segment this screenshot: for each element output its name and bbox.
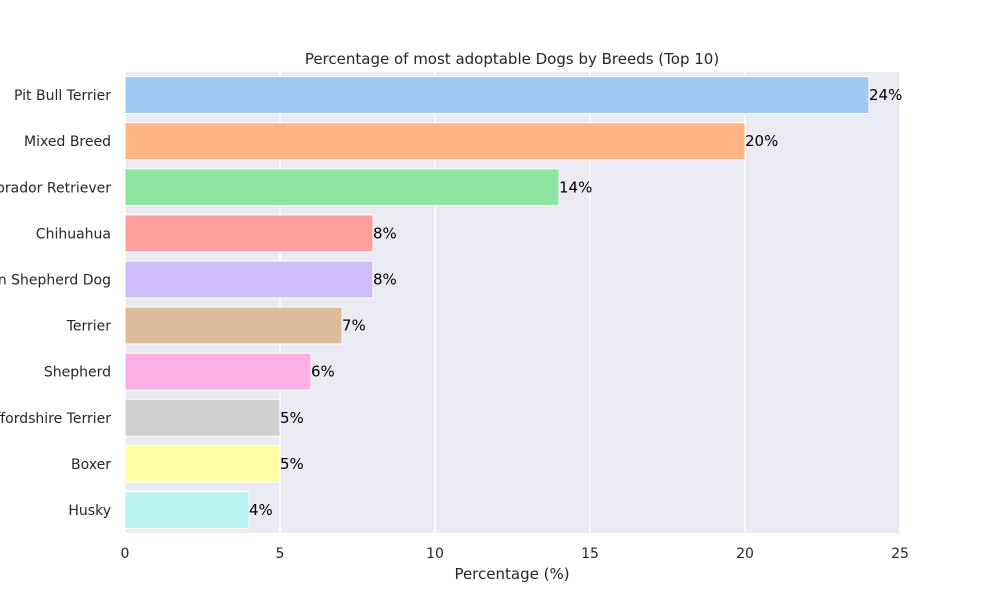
y-tick-label: Chihuahua: [36, 226, 111, 242]
value-label: 5%: [280, 409, 304, 427]
y-tick-label: Terrier: [66, 319, 112, 335]
y-tick-label: Mixed Breed: [24, 134, 111, 150]
value-label: 24%: [869, 86, 902, 104]
y-tick-labels: Pit Bull Terrier Mixed Breed Labrador Retr…: [0, 88, 111, 519]
x-tick-label: 5: [276, 546, 285, 562]
value-label: 20%: [745, 132, 778, 150]
y-tick-label: Boxer: [71, 457, 111, 473]
y-tick-label: Shepherd: [44, 365, 111, 381]
x-axis-label: Percentage (%): [454, 565, 569, 583]
y-tick-label: German Shepherd Dog: [0, 272, 111, 288]
x-tick-label: 15: [581, 546, 599, 562]
bar: [124, 76, 870, 114]
value-label: 8%: [373, 224, 397, 242]
bar: [124, 168, 560, 207]
y-tick-label: Staffordshire Terrier: [0, 411, 111, 427]
bar: [124, 444, 281, 483]
x-tick-label: 25: [891, 546, 909, 562]
value-label: 5%: [280, 455, 304, 473]
value-label: 7%: [342, 317, 366, 335]
value-label: 6%: [311, 363, 335, 381]
bars-group: [124, 76, 870, 529]
x-tick-label: 10: [426, 546, 444, 562]
value-label: 4%: [249, 501, 273, 519]
bar: [124, 352, 312, 391]
bar: [124, 491, 250, 529]
bar: [124, 260, 374, 299]
y-tick-label: Labrador Retriever: [0, 180, 111, 196]
x-tick-label: 0: [121, 546, 130, 562]
y-tick-label: Husky: [68, 503, 111, 519]
bar: [124, 122, 746, 161]
bar: [124, 214, 374, 253]
value-label: 14%: [559, 178, 592, 196]
x-tick-label: 20: [736, 546, 754, 562]
chart-title: Percentage of most adoptable Dogs by Bre…: [305, 50, 719, 68]
value-label: 8%: [373, 270, 397, 288]
y-tick-label: Pit Bull Terrier: [14, 88, 111, 104]
value-labels: 24% 20% 14% 8% 8% 7% 6% 5% 5% 4%: [249, 86, 902, 519]
bar: [124, 306, 343, 345]
x-tick-labels: 0 5 10 15 20 25: [121, 546, 909, 562]
bar: [124, 398, 281, 437]
